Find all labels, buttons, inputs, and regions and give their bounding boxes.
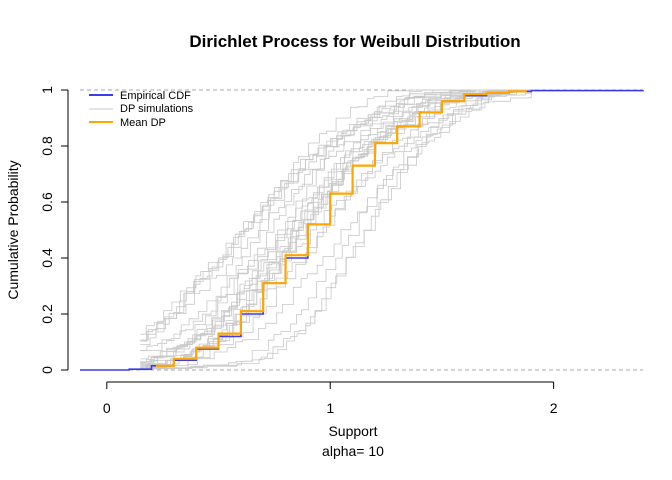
chart-title: Dirichlet Process for Weibull Distributi… [189,32,520,51]
x-axis: 0 1 2 [103,381,558,416]
dp-simulation-line [140,89,532,369]
x-axis-label: Support [328,423,377,439]
dp-simulation-line [140,89,532,370]
dp-simulation-line [140,89,532,369]
x-tick-label: 2 [550,400,558,416]
series-lines [80,89,644,371]
legend-label-empirical-cdf: Empirical CDF [120,90,191,102]
dp-simulation-lines [140,89,532,371]
dp-simulation-line [140,89,532,363]
y-tick-label: 0.6 [39,192,55,212]
dp-simulation-line [140,89,532,371]
y-axis-label: Cumulative Probability [5,160,21,299]
dp-simulation-line [140,89,532,341]
series-line-mean-dp [156,90,527,367]
y-tick-label: 1 [39,86,55,94]
dp-simulation-line [140,89,532,342]
legend-label-mean-dp: Mean DP [120,117,166,129]
dp-simulation-line [140,89,532,369]
x-tick-label: 0 [103,400,111,416]
legend: Empirical CDF DP simulations Mean DP [89,90,194,129]
x-tick-label: 1 [326,400,334,416]
dp-simulation-line [140,89,532,370]
y-tick-label: 0.2 [39,304,55,324]
dp-simulation-line [140,90,532,371]
y-tick-label: 0 [39,366,55,374]
dp-simulation-line [140,89,532,346]
dp-simulation-line [140,89,532,369]
y-tick-label: 0.4 [39,248,55,268]
dp-simulation-line [140,89,532,366]
legend-label-dp-simulations: DP simulations [120,103,194,115]
dp-simulation-line [140,89,532,342]
dp-simulation-line [140,90,532,371]
y-axis: 0 0.2 0.4 0.6 0.8 1 [39,86,69,374]
y-tick-label: 0.8 [39,136,55,156]
dp-simulation-line [140,89,532,371]
x-axis-sublabel: alpha= 10 [322,443,384,459]
